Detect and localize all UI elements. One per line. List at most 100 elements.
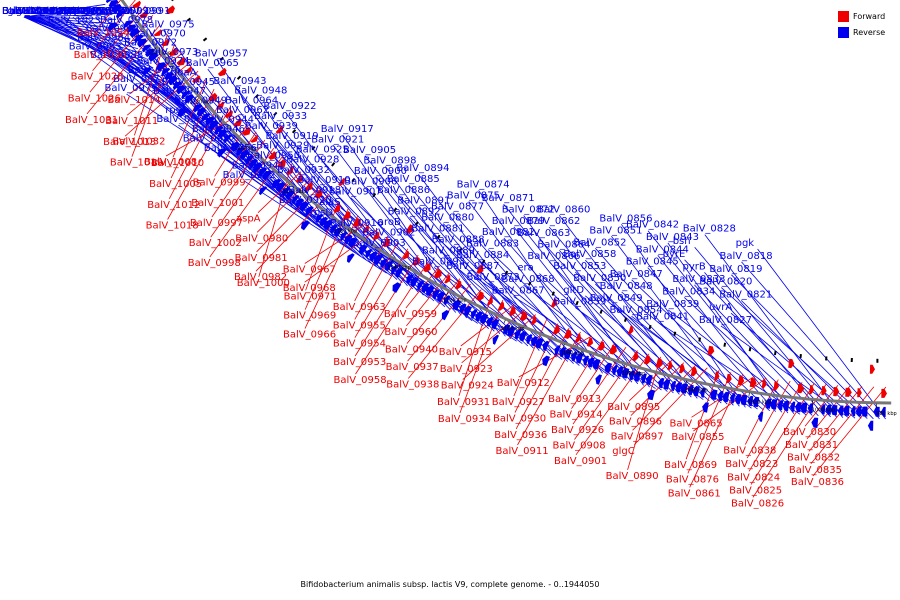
reverse-gene-label: BalV_0978 — [100, 15, 153, 26]
reverse-gene-arrow — [176, 85, 186, 95]
forward-gene-label: BalV_1014 — [108, 95, 161, 106]
reverse-gene-arrow — [782, 400, 790, 411]
reverse-gene-label: BalV_0987 — [59, 6, 112, 17]
reverse-gene-label: BalV_0859 — [553, 297, 606, 308]
reverse-gene-arrow — [480, 313, 489, 325]
forward-gene-arrow — [749, 377, 757, 388]
reverse-gene-label: BalV_0977 — [113, 74, 166, 85]
forward-gene-label: BalV_0963 — [333, 302, 386, 313]
leader-line — [210, 147, 275, 238]
reverse-gene-arrow — [107, 22, 118, 32]
reverse-gene-arrow — [747, 395, 754, 407]
reverse-gene-arrow — [217, 129, 228, 139]
forward-gene-arrow — [476, 291, 484, 301]
tick-label: 1140 kbp — [387, 265, 411, 271]
reverse-gene-arrow — [855, 406, 862, 417]
reverse-gene-label: BalV_0852 — [573, 237, 626, 248]
reverse-gene-arrow — [208, 120, 219, 131]
forward-gene-label: glgC — [612, 446, 634, 457]
forward-gene-arrow — [405, 224, 414, 234]
reverse-gene-label: BalV_0845 — [626, 257, 679, 268]
genome-caption: Bifidobacterium animalis subsp. lactis V… — [300, 580, 600, 589]
reverse-gene-label: BalV_0818 — [720, 251, 773, 262]
forward-gene-label: BalV_1010 — [151, 158, 204, 169]
reverse-gene-label: BalV_0828 — [683, 224, 736, 235]
feature-mark — [372, 192, 377, 198]
reverse-gene-arrow — [395, 267, 404, 278]
reverse-gene-label: BalV_0853 — [553, 261, 606, 272]
legend-reverse: Reverse — [838, 24, 885, 40]
reverse-gene-label: BalV_0983 — [69, 41, 122, 52]
forward-swatch — [838, 10, 849, 22]
leader-line — [558, 215, 698, 399]
reverse-gene-arrow — [583, 355, 590, 366]
reverse-gene-label: BalV_0965 — [186, 58, 239, 69]
reverse-gene-label: gltD — [563, 285, 584, 296]
reverse-gene-label: BalV_0972 — [124, 38, 177, 49]
reverse-gene-label: BalV_0970 — [133, 29, 186, 40]
forward-gene-arrow — [797, 384, 805, 394]
strand-legend: Forward Reverse — [838, 8, 885, 40]
reverse-gene-arrow — [272, 178, 281, 189]
reverse-gene-label: BalV_0942 — [223, 170, 276, 181]
forward-gene-label: BalV_0861 — [668, 488, 721, 499]
leader-line — [255, 193, 330, 272]
reverse-gene-label: BalV_0932 — [277, 165, 330, 176]
reverse-gene-label: BalV_0946 — [192, 124, 245, 135]
forward-gene-arrow — [707, 345, 715, 356]
feature-mark — [351, 177, 356, 183]
forward-gene-label: BalV_0969 — [283, 311, 336, 322]
forward-gene-arrow — [550, 298, 558, 308]
reverse-gene-label: alaS — [319, 197, 340, 208]
leader-line — [244, 180, 387, 274]
forward-gene-arrow — [530, 316, 537, 326]
reverse-gene-arrow — [111, 4, 123, 14]
reverse-gene-label: BalV_0868 — [502, 274, 555, 285]
forward-gene-arrow — [632, 351, 639, 362]
forward-gene-label: BalV_1030 — [74, 50, 127, 61]
forward-gene-arrow — [761, 379, 767, 389]
leader-line — [503, 203, 650, 388]
leader-line — [575, 307, 704, 400]
reverse-gene-label: BalV_0874 — [457, 179, 510, 190]
leader-line — [575, 353, 650, 456]
reverse-gene-arrow — [837, 405, 844, 416]
legend-reverse-label: Reverse — [853, 27, 886, 37]
reverse-gene-arrow — [464, 305, 472, 317]
forward-gene-label: BalV_0825 — [729, 486, 782, 497]
forward-gene-label: BalV_1000 — [237, 278, 290, 289]
forward-gene-arrow — [809, 385, 815, 395]
forward-gene-label: BalV_0940 — [385, 345, 438, 356]
forward-gene-arrow — [726, 373, 732, 384]
forward-gene-arrow — [314, 189, 323, 199]
reverse-gene-label: BalV_1003 — [2, 6, 55, 17]
tick-label: 1220 kbp — [190, 100, 214, 106]
forward-gene-label: BalV_0958 — [334, 375, 387, 386]
reverse-gene-arrow — [164, 71, 175, 81]
leader-line — [433, 234, 580, 366]
reverse-gene-arrow — [369, 251, 378, 262]
reverse-gene-label: BalV_0986 — [82, 6, 135, 17]
forward-gene-label: BalV_0896 — [609, 417, 662, 428]
tick-mark — [685, 380, 687, 385]
reverse-gene-arrow — [542, 340, 550, 351]
forward-gene-arrow — [241, 126, 251, 136]
reverse-gene-label: BalV_0973 — [145, 47, 198, 58]
tick-mark — [390, 259, 394, 264]
leader-line — [808, 386, 863, 452]
reverse-gene-arrow — [616, 366, 624, 377]
reverse-gene-arrow — [359, 244, 368, 255]
tick-mark — [239, 141, 243, 146]
reverse-gene-arrow — [575, 353, 584, 364]
reverse-gene-arrow — [842, 405, 850, 416]
reverse-gene-label: BalV_0834 — [662, 286, 715, 297]
forward-gene-arrow — [497, 301, 505, 311]
forward-gene-label: BalV_1011 — [105, 116, 158, 127]
reverse-gene-label: BalV_1021 — [25, 6, 78, 17]
leader-line — [168, 97, 223, 199]
reverse-gene-arrow — [348, 237, 358, 248]
feature-mark — [436, 234, 441, 240]
tick-label: 980 kbp — [876, 411, 896, 417]
reverse-gene-arrow — [554, 345, 561, 356]
